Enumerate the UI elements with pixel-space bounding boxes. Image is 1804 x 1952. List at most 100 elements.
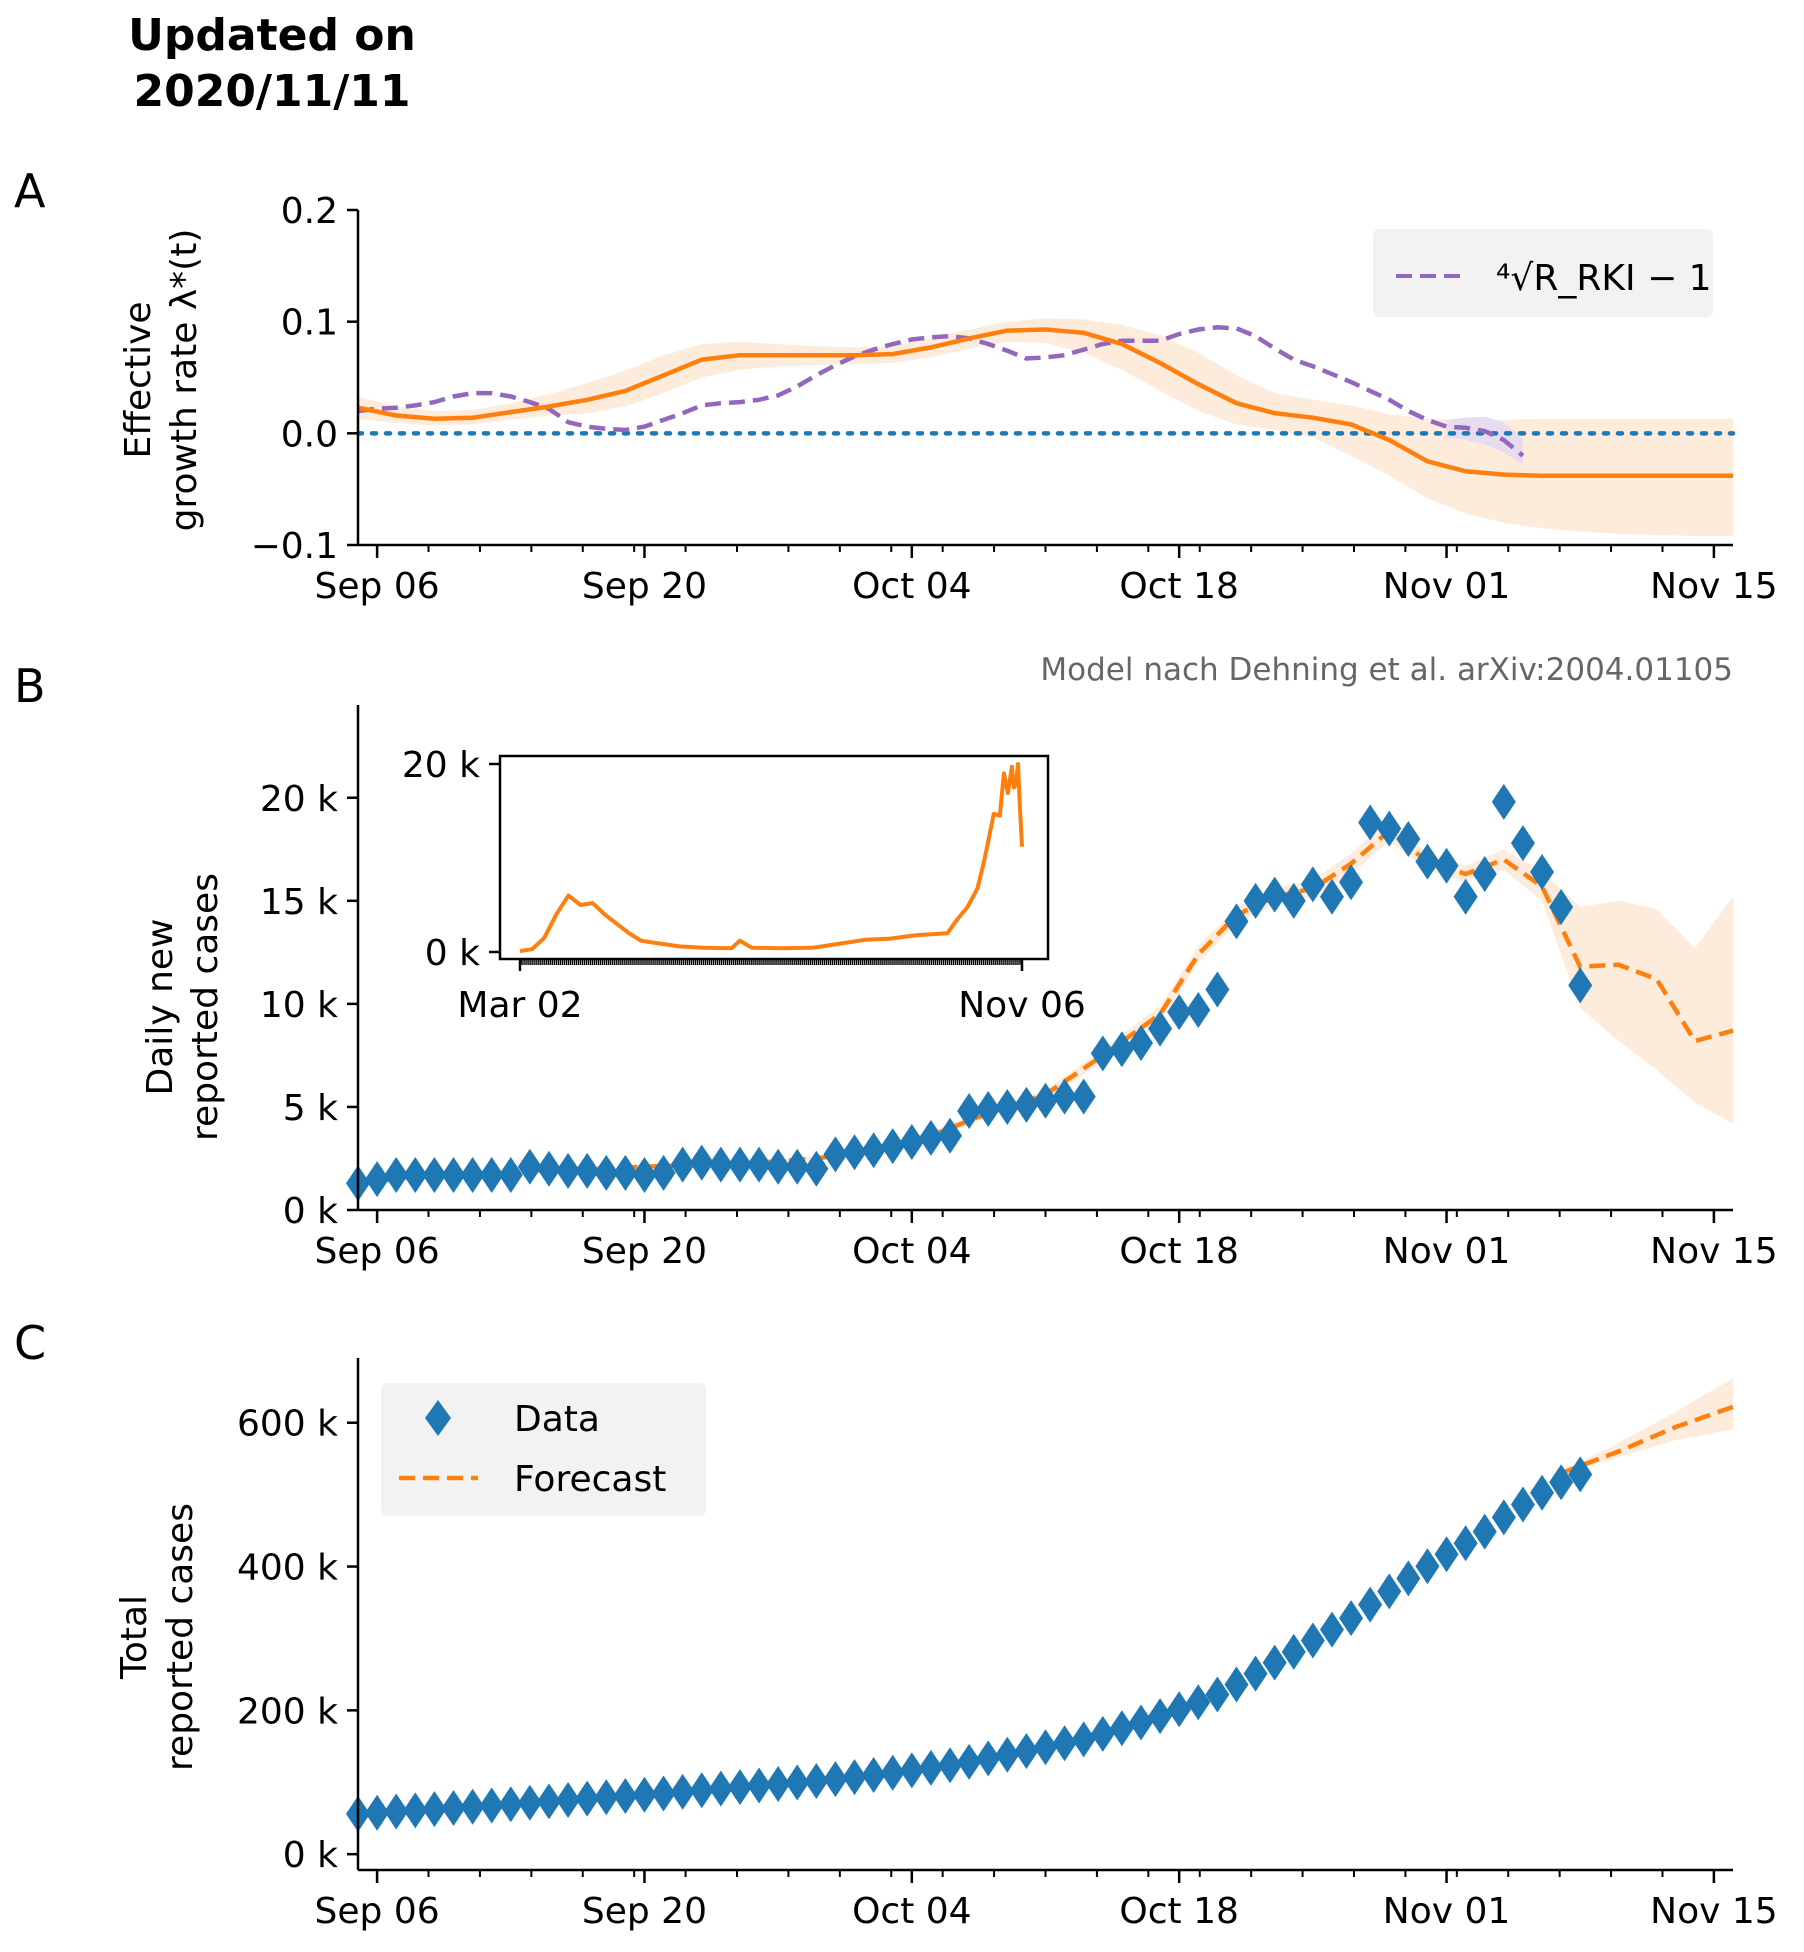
c-data-point — [1186, 1684, 1211, 1721]
b-x-tick-label: Nov 01 — [1383, 1231, 1511, 1272]
a-x-tick-label: Oct 18 — [1119, 566, 1239, 607]
c-data-point — [1052, 1725, 1077, 1762]
c-data-point — [1109, 1710, 1134, 1747]
c-data-point — [1262, 1644, 1287, 1681]
c-data-point — [498, 1786, 523, 1823]
b-y-tick-label: 0 k — [283, 1191, 338, 1232]
b-data-point — [1109, 1031, 1134, 1068]
c-data-point — [1014, 1733, 1039, 1770]
b-data-point — [976, 1091, 1001, 1127]
b-data-point — [766, 1148, 791, 1185]
b-ylabel-line2: reported cases — [185, 873, 226, 1141]
b-data-point — [1377, 810, 1402, 847]
b-data-point — [1052, 1078, 1077, 1115]
c-data-point — [460, 1788, 485, 1825]
c-data-point — [422, 1791, 447, 1828]
c-data-point — [1415, 1548, 1440, 1585]
c-data-point — [1243, 1655, 1268, 1692]
b-x-tick-label: Nov 15 — [1650, 1231, 1778, 1272]
b-data-point — [1415, 843, 1440, 880]
c-data-point — [1568, 1456, 1593, 1493]
c-data-point — [1377, 1573, 1402, 1610]
c-data-point — [1491, 1499, 1516, 1536]
b-data-point — [1510, 825, 1535, 862]
c-data-point — [1339, 1600, 1364, 1637]
c-markers — [346, 1456, 1593, 1832]
b-x-tick-label: Sep 20 — [582, 1231, 707, 1272]
b-data-point — [384, 1156, 409, 1193]
c-data-point — [1530, 1474, 1555, 1511]
c-data-point — [899, 1752, 924, 1789]
b-x-tick-label: Oct 04 — [852, 1231, 972, 1272]
panel-c-total-cases-chart: Sep 06 Sep 20 Oct 04 Oct 18 Nov 01 Nov 15 600 … — [114, 1358, 1778, 1932]
c-ylabel-line2: reported cases — [160, 1503, 201, 1771]
c-data-point — [823, 1761, 848, 1798]
c-lines — [1560, 1404, 1734, 1476]
c-data-point — [708, 1770, 733, 1807]
inset-frame — [498, 754, 1050, 961]
a-legend-rki-label: ⁴√R_RKI − 1 — [1496, 258, 1712, 299]
c-data-point — [1090, 1715, 1115, 1752]
c-data-point — [670, 1773, 695, 1810]
b-forecast-line — [357, 827, 1734, 1186]
c-data-point — [1319, 1611, 1344, 1648]
updated-title-line2: 2020/11/11 — [133, 66, 410, 117]
c-data-point — [1071, 1721, 1096, 1758]
b-axes: Sep 06 Sep 20 Oct 04 Oct 18 Nov 01 Nov 15 20 k… — [260, 705, 1778, 1272]
c-data-point — [575, 1780, 600, 1817]
c-data-point — [613, 1778, 638, 1815]
b-data-point — [823, 1136, 848, 1173]
c-y-tick-label: 600 k — [237, 1404, 338, 1445]
b-inset-full-timeline: Mar 02 Nov 06 20 k 0 k — [402, 745, 1086, 1026]
b-data-point — [632, 1156, 657, 1193]
b-data-point — [1339, 864, 1364, 901]
a-x-tick-label: Sep 20 — [582, 566, 707, 607]
b-data-point — [536, 1150, 561, 1187]
b-data-point — [1148, 1010, 1173, 1047]
b-data-point — [1472, 856, 1497, 893]
b-data-point — [1568, 967, 1593, 1004]
b-data-point — [1205, 971, 1230, 1008]
c-data-point — [556, 1781, 581, 1818]
c-data-point — [880, 1754, 905, 1791]
b-y-tick-label: 15 k — [260, 882, 338, 923]
b-data-point — [785, 1148, 810, 1185]
a-y-tick-label: 0.0 — [281, 414, 338, 455]
panel-b-daily-cases-chart: Sep 06 Sep 20 Oct 04 Oct 18 Nov 01 Nov 15 20 k… — [140, 705, 1778, 1272]
b-data-point — [498, 1156, 523, 1193]
b-data-point — [1262, 876, 1287, 913]
c-data-point — [995, 1736, 1020, 1773]
c-data-point — [403, 1792, 428, 1829]
c-y-tick-label: 400 k — [237, 1548, 338, 1589]
b-data-point — [1281, 882, 1306, 919]
c-y-tick-label: 0 k — [283, 1835, 338, 1876]
inset-x-tick-label: Mar 02 — [457, 985, 582, 1026]
b-data-point — [804, 1150, 829, 1187]
b-data-point — [708, 1146, 733, 1183]
c-data-point — [1453, 1525, 1478, 1562]
c-data-point — [842, 1759, 867, 1796]
a-model-growth-line — [357, 327, 1733, 479]
b-data-point — [689, 1144, 714, 1181]
b-data-point — [575, 1152, 600, 1189]
a-y-tick-label: 0.1 — [281, 303, 338, 344]
c-data-point — [1472, 1513, 1497, 1550]
c-x-tick-label: Oct 18 — [1119, 1891, 1239, 1932]
c-data-point — [651, 1775, 676, 1812]
b-data-point — [1186, 992, 1211, 1029]
b-data-point — [1358, 804, 1383, 841]
a-bands — [358, 318, 1733, 537]
b-x-tick-label: Sep 06 — [315, 1231, 440, 1272]
b-data-point — [670, 1146, 695, 1183]
c-forecast-line — [1560, 1404, 1734, 1476]
c-legend: Data Forecast — [381, 1383, 706, 1516]
c-x-tick-label: Sep 20 — [582, 1891, 707, 1932]
b-data-point — [1530, 853, 1555, 890]
panel-a-growth-rate-chart: Sep 06 Sep 20 Oct 04 Oct 18 Nov 01 Nov 15 0.2 0… — [118, 191, 1778, 607]
c-data-point — [785, 1764, 810, 1801]
a-legend-frame — [1373, 229, 1713, 317]
b-data-point — [995, 1088, 1020, 1125]
c-x-tick-label: Nov 15 — [1650, 1891, 1778, 1932]
model-credit: Model nach Dehning et al. arXiv:2004.011… — [1040, 652, 1733, 688]
a-lines — [355, 325, 1736, 479]
